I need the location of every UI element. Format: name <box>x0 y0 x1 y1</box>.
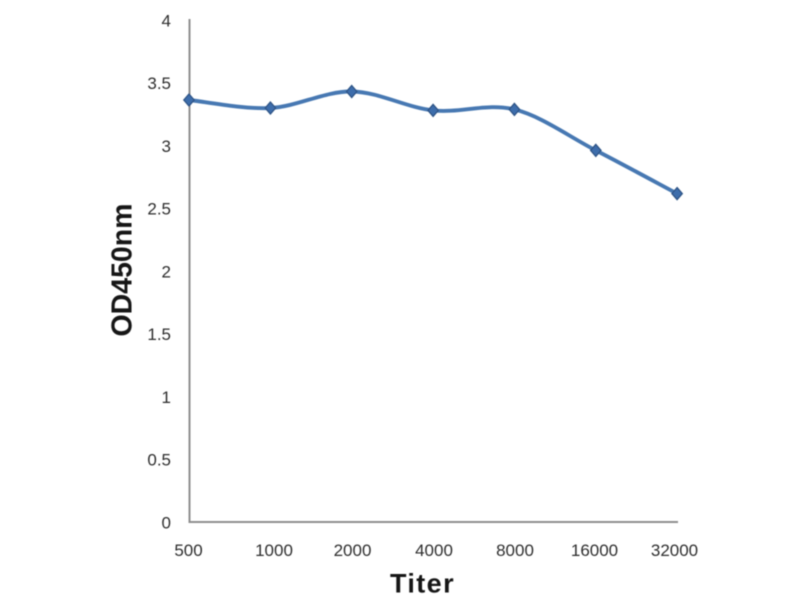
svg-text:3: 3 <box>162 137 171 156</box>
svg-text:Titer: Titer <box>390 569 455 599</box>
svg-text:16000: 16000 <box>571 541 618 560</box>
svg-text:500: 500 <box>174 541 202 560</box>
svg-text:32000: 32000 <box>651 541 698 560</box>
svg-text:0: 0 <box>162 514 171 533</box>
svg-text:2000: 2000 <box>334 541 372 560</box>
svg-text:4000: 4000 <box>415 541 453 560</box>
svg-text:2: 2 <box>162 263 171 282</box>
svg-text:1.5: 1.5 <box>147 325 171 344</box>
svg-text:0.5: 0.5 <box>147 451 171 470</box>
svg-text:2.5: 2.5 <box>147 200 171 219</box>
svg-text:3.5: 3.5 <box>147 74 171 93</box>
svg-text:8000: 8000 <box>496 541 534 560</box>
svg-text:1000: 1000 <box>255 541 293 560</box>
svg-text:4: 4 <box>162 12 171 31</box>
svg-text:OD450nm: OD450nm <box>107 203 139 336</box>
svg-text:1: 1 <box>162 388 171 407</box>
